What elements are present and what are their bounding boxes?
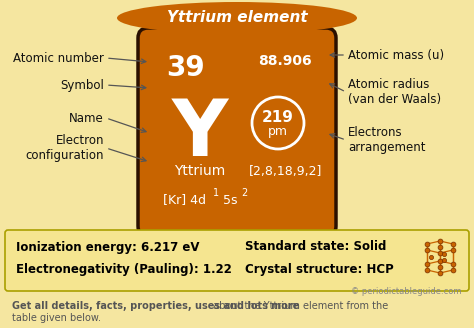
Text: © periodictableguide.com: © periodictableguide.com <box>352 288 462 297</box>
Text: 39: 39 <box>166 54 205 82</box>
Text: Atomic radius
(van der Waals): Atomic radius (van der Waals) <box>348 78 441 106</box>
Text: [Kr] 4d: [Kr] 4d <box>163 194 206 207</box>
Text: 88.906: 88.906 <box>258 54 312 68</box>
Text: Y: Y <box>172 96 228 172</box>
Text: Electronegativity (Pauling): 1.22: Electronegativity (Pauling): 1.22 <box>16 262 232 276</box>
Text: Ionization energy: 6.217 eV: Ionization energy: 6.217 eV <box>16 240 200 254</box>
Text: 1: 1 <box>213 188 219 198</box>
Text: Get all details, facts, properties, uses and lots more: Get all details, facts, properties, uses… <box>12 301 300 311</box>
Text: Electron
configuration: Electron configuration <box>26 134 104 162</box>
Text: Symbol: Symbol <box>60 78 104 92</box>
Text: Crystal structure: HCP: Crystal structure: HCP <box>245 262 394 276</box>
Text: 219: 219 <box>262 110 294 125</box>
Text: Atomic number: Atomic number <box>13 51 104 65</box>
Text: Name: Name <box>69 112 104 125</box>
Text: Standard state: Solid: Standard state: Solid <box>245 240 386 254</box>
Text: 5s: 5s <box>219 194 237 207</box>
Text: 2: 2 <box>241 188 247 198</box>
Text: pm: pm <box>268 126 288 138</box>
Text: table given below.: table given below. <box>12 313 101 323</box>
Text: [2,8,18,9,2]: [2,8,18,9,2] <box>249 165 323 177</box>
Text: Yttrium: Yttrium <box>174 164 226 178</box>
FancyBboxPatch shape <box>138 28 336 236</box>
Text: about the Yttrium element from the: about the Yttrium element from the <box>210 301 388 311</box>
Ellipse shape <box>117 2 357 34</box>
FancyBboxPatch shape <box>5 230 469 291</box>
Text: Electrons
arrangement: Electrons arrangement <box>348 126 426 154</box>
Text: Yttrium element: Yttrium element <box>167 10 307 26</box>
Text: Atomic mass (u): Atomic mass (u) <box>348 49 444 62</box>
